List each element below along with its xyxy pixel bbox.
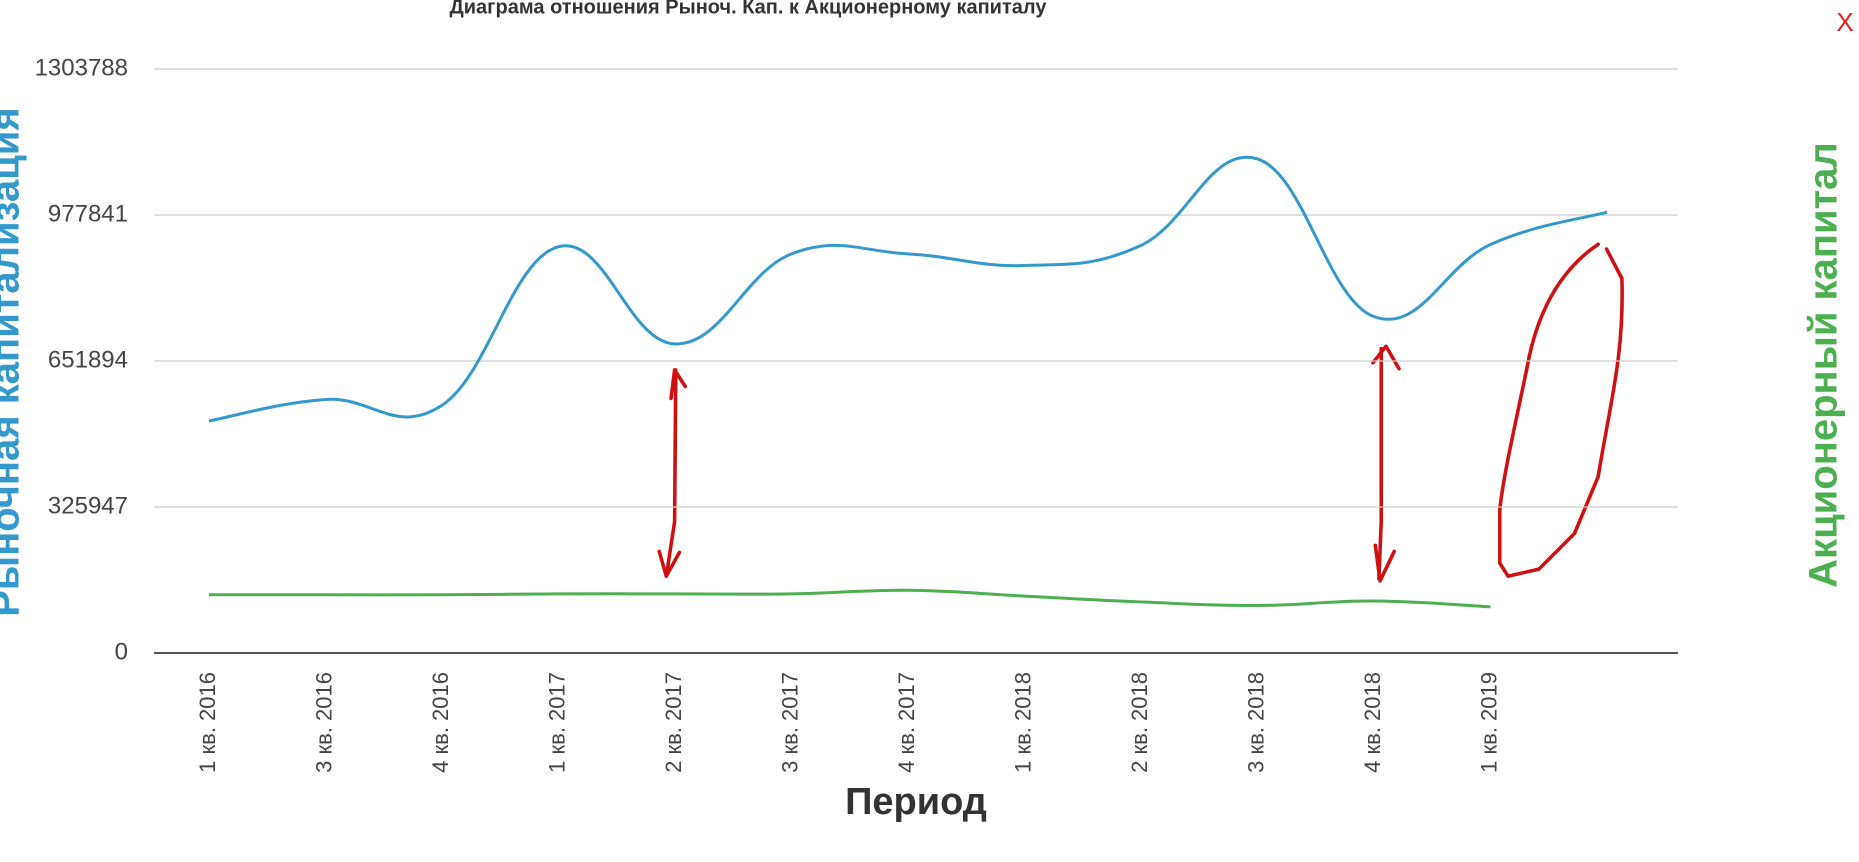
y-axis-label: Рыночная капитализация xyxy=(0,107,28,617)
x-tick-label: 2 кв. 2018 xyxy=(1127,672,1152,773)
x-tick-label: 4 кв. 2018 xyxy=(1360,672,1385,773)
series-line xyxy=(209,588,1491,609)
annotation-marks xyxy=(657,242,1624,583)
arrow xyxy=(657,368,688,578)
x-axis-label: Период xyxy=(845,781,987,823)
x-tick-label: 1 кв. 2016 xyxy=(195,672,220,773)
x-tick-label: 4 кв. 2016 xyxy=(428,672,453,773)
x-tick-label: 3 кв. 2018 xyxy=(1243,672,1268,773)
chart-title: Диаграма отношения Рыноч. Кап. к Акционе… xyxy=(450,0,1048,18)
close-button[interactable]: X xyxy=(1836,7,1853,37)
x-tick-label: 1 кв. 2018 xyxy=(1010,672,1035,773)
arrow xyxy=(1371,344,1401,583)
x-tick-label: 3 кв. 2016 xyxy=(311,672,336,773)
x-tick-label: 1 кв. 2017 xyxy=(544,672,569,773)
x-tick-label: 3 кв. 2017 xyxy=(777,672,802,773)
x-tick-label: 2 кв. 2017 xyxy=(661,672,686,773)
y-tick-label: 0 xyxy=(115,638,128,665)
y-tick-label: 651894 xyxy=(48,346,128,373)
circle xyxy=(1498,242,1624,578)
series-line xyxy=(208,155,1608,423)
x-tick-label: 1 кв. 2019 xyxy=(1476,672,1501,773)
y-tick-label: 977841 xyxy=(48,200,128,227)
y2-axis-label: Акционерный капитал xyxy=(1802,142,1846,588)
y-tick-label: 1303788 xyxy=(35,54,128,81)
x-tick-label: 4 кв. 2017 xyxy=(894,672,919,773)
y-tick-label: 325947 xyxy=(48,492,128,519)
